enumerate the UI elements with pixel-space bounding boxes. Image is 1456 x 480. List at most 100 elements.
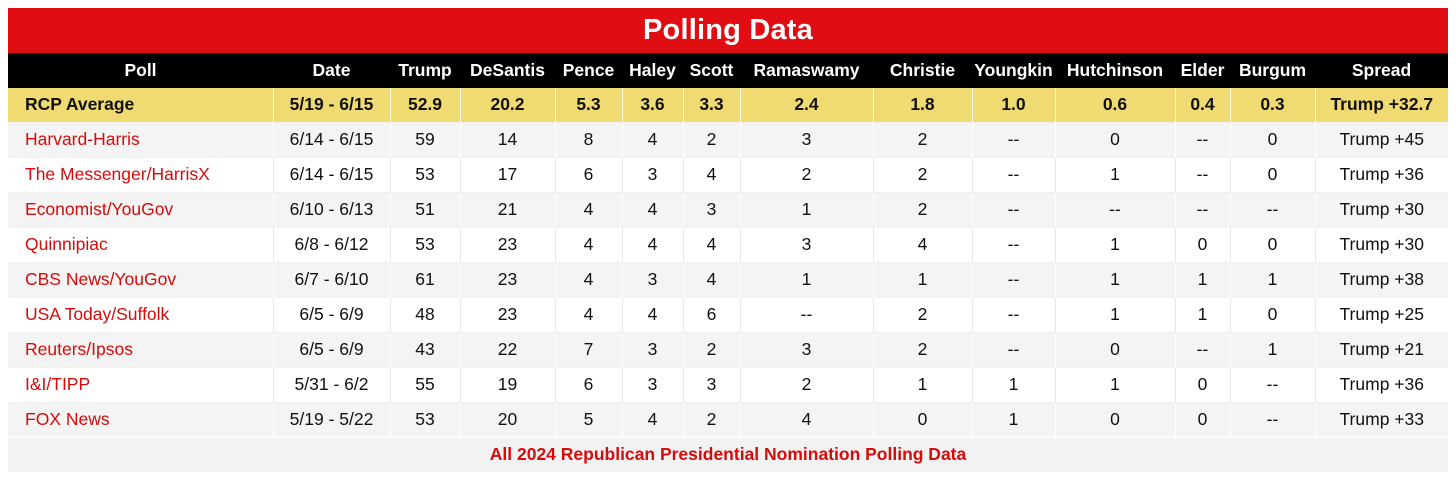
poll-row: Harvard-Harris 6/14 - 6/15 59 14 8 4 2 3…: [8, 121, 1448, 157]
rcp-average-row: RCP Average 5/19 - 6/15 52.9 20.2 5.3 3.…: [8, 88, 1448, 122]
poll-name-link[interactable]: Quinnipiac: [8, 226, 273, 262]
column-header-date: Date: [273, 53, 390, 88]
column-header-spread: Spread: [1315, 53, 1448, 88]
value-cell-hutchinson: 1: [1054, 156, 1175, 192]
value-cell-burgum: 1: [1229, 261, 1315, 297]
value-cell-desantis: 22: [459, 331, 555, 367]
value-cell-christie: 2: [872, 121, 972, 157]
date-cell: 6/10 - 6/13: [272, 191, 390, 227]
column-header-desantis: DeSantis: [460, 53, 555, 88]
value-cell-ramaswamy: 3: [739, 226, 873, 262]
value-cell-ramaswamy: 1: [739, 191, 873, 227]
poll-name-link[interactable]: FOX News: [8, 401, 273, 437]
column-header-haley: Haley: [622, 53, 683, 88]
column-header-trump: Trump: [390, 53, 460, 88]
value-cell-scott: 4: [682, 156, 740, 192]
value-cell-youngkin: --: [971, 121, 1055, 157]
value-cell-desantis: 23: [459, 261, 555, 297]
poll-name-link[interactable]: Reuters/Ipsos: [8, 331, 273, 367]
poll-row: The Messenger/HarrisX 6/14 - 6/15 53 17 …: [8, 156, 1448, 192]
value-cell-trump: 48: [389, 296, 460, 332]
value-cell-christie: 1: [872, 261, 972, 297]
value-cell-trump: 52.9: [389, 88, 460, 122]
poll-row: Quinnipiac 6/8 - 6/12 53 23 4 4 4 3 4 --…: [8, 226, 1448, 262]
value-cell-burgum: --: [1229, 401, 1315, 437]
value-cell-ramaswamy: 4: [739, 401, 873, 437]
polling-table: Poll Date Trump DeSantis Pence Haley Sco…: [8, 53, 1448, 472]
value-cell-hutchinson: 1: [1054, 261, 1175, 297]
value-cell-elder: 0.4: [1174, 88, 1230, 122]
value-cell-burgum: --: [1229, 191, 1315, 227]
column-header-ramaswamy: Ramaswamy: [740, 53, 873, 88]
poll-row: I&I/TIPP 5/31 - 6/2 55 19 6 3 3 2 1 1 1 …: [8, 366, 1448, 402]
value-cell-pence: 4: [554, 226, 622, 262]
value-cell-ramaswamy: 2: [739, 366, 873, 402]
value-cell-pence: 8: [554, 121, 622, 157]
poll-name-link[interactable]: The Messenger/HarrisX: [8, 156, 273, 192]
rcp-label-cell: RCP Average: [8, 88, 273, 122]
value-cell-burgum: 0: [1229, 296, 1315, 332]
poll-name-link[interactable]: Harvard-Harris: [8, 121, 273, 157]
value-cell-trump: 43: [389, 331, 460, 367]
value-cell-scott: 4: [682, 226, 740, 262]
date-cell: 6/8 - 6/12: [272, 226, 390, 262]
spread-cell: Trump +25: [1314, 296, 1448, 332]
poll-name-link[interactable]: Economist/YouGov: [8, 191, 273, 227]
value-cell-elder: --: [1174, 156, 1230, 192]
column-header-burgum: Burgum: [1230, 53, 1315, 88]
value-cell-haley: 3: [621, 366, 683, 402]
value-cell-burgum: 0: [1229, 156, 1315, 192]
poll-name-link[interactable]: I&I/TIPP: [8, 366, 273, 402]
date-cell: 5/31 - 6/2: [272, 366, 390, 402]
value-cell-scott: 2: [682, 331, 740, 367]
value-cell-trump: 53: [389, 156, 460, 192]
value-cell-elder: 1: [1174, 261, 1230, 297]
value-cell-haley: 4: [621, 401, 683, 437]
spread-cell: Trump +33: [1314, 401, 1448, 437]
value-cell-trump: 55: [389, 366, 460, 402]
date-cell: 6/5 - 6/9: [272, 331, 390, 367]
value-cell-elder: --: [1174, 121, 1230, 157]
value-cell-haley: 4: [621, 226, 683, 262]
value-cell-christie: 4: [872, 226, 972, 262]
value-cell-youngkin: --: [971, 331, 1055, 367]
value-cell-desantis: 23: [459, 226, 555, 262]
value-cell-elder: 0: [1174, 366, 1230, 402]
value-cell-pence: 6: [554, 366, 622, 402]
value-cell-trump: 51: [389, 191, 460, 227]
value-cell-youngkin: --: [971, 156, 1055, 192]
value-cell-youngkin: 1: [971, 401, 1055, 437]
value-cell-hutchinson: 1: [1054, 366, 1175, 402]
value-cell-ramaswamy: --: [739, 296, 873, 332]
value-cell-hutchinson: 0: [1054, 331, 1175, 367]
spread-cell: Trump +21: [1314, 331, 1448, 367]
value-cell-ramaswamy: 2.4: [739, 88, 873, 122]
poll-name-link[interactable]: CBS News/YouGov: [8, 261, 273, 297]
value-cell-christie: 2: [872, 156, 972, 192]
value-cell-desantis: 19: [459, 366, 555, 402]
value-cell-desantis: 20.2: [459, 88, 555, 122]
date-cell: 5/19 - 6/15: [272, 88, 390, 122]
value-cell-hutchinson: 0.6: [1054, 88, 1175, 122]
page-title: Polling Data: [643, 14, 813, 46]
value-cell-pence: 5.3: [554, 88, 622, 122]
value-cell-youngkin: --: [971, 261, 1055, 297]
value-cell-ramaswamy: 1: [739, 261, 873, 297]
value-cell-burgum: 0.3: [1229, 88, 1315, 122]
value-cell-youngkin: --: [971, 296, 1055, 332]
value-cell-haley: 3.6: [621, 88, 683, 122]
poll-name-link[interactable]: USA Today/Suffolk: [8, 296, 273, 332]
date-cell: 6/14 - 6/15: [272, 156, 390, 192]
value-cell-christie: 2: [872, 331, 972, 367]
value-cell-hutchinson: 0: [1054, 401, 1175, 437]
poll-row: Economist/YouGov 6/10 - 6/13 51 21 4 4 3…: [8, 191, 1448, 227]
value-cell-burgum: 1: [1229, 331, 1315, 367]
value-cell-elder: --: [1174, 331, 1230, 367]
value-cell-hutchinson: 0: [1054, 121, 1175, 157]
column-header-scott: Scott: [683, 53, 740, 88]
value-cell-christie: 1: [872, 366, 972, 402]
value-cell-pence: 5: [554, 401, 622, 437]
value-cell-ramaswamy: 3: [739, 121, 873, 157]
value-cell-pence: 4: [554, 261, 622, 297]
value-cell-elder: 0: [1174, 226, 1230, 262]
